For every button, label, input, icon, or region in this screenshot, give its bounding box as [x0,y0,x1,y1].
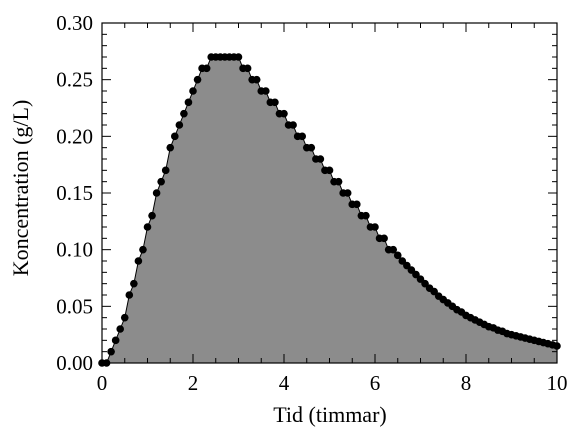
marker-layer [98,53,561,367]
data-point [193,75,202,84]
data-point [157,177,165,186]
concentration-area [102,56,558,364]
data-point [262,87,270,95]
data-point [380,234,388,243]
y-tick-label: 0.10 [56,238,93,262]
tick-layer: 0 2 4 6 8 10 0.00 0.05 0.10 0.15 0.20 0.25 0.30 [56,11,567,395]
data-point [180,109,188,118]
y-tick-label: 0.20 [56,124,93,148]
data-point [161,166,170,175]
data-point [298,132,307,141]
data-point [362,211,370,220]
x-tick-label: 4 [279,371,290,395]
x-tick-label: 8 [461,371,472,395]
y-tick-label: 0.15 [56,181,93,205]
data-point [393,251,402,260]
data-point [280,109,288,118]
data-point [389,245,398,254]
data-point [353,200,361,209]
data-point [139,245,147,254]
area-layer [102,56,558,364]
data-point [334,177,343,186]
data-point [175,121,184,129]
data-point [134,257,143,265]
data-point [143,223,152,231]
x-tick-label: 2 [188,371,199,395]
data-point [234,53,243,61]
data-point [289,121,297,129]
x-tick-label: 0 [97,371,108,395]
y-tick-label: 0.00 [56,351,93,375]
data-point [243,64,252,73]
data-point [152,189,161,197]
data-point [130,279,138,288]
y-tick-label: 0.30 [56,11,93,35]
y-axis-label: Koncentration (g/L) [8,100,33,277]
axis-layer [101,22,558,364]
x-tick-label: 6 [370,371,381,395]
data-point [189,87,197,95]
data-point [325,166,334,175]
data-point [148,211,156,220]
data-point [271,98,279,107]
data-point [307,143,316,152]
y-tick-label: 0.05 [56,294,93,318]
data-point [184,98,193,107]
x-tick-label: 10 [547,371,568,395]
data-point [202,64,211,73]
data-point [343,189,352,197]
x-axis-label: Tid (timmar) [273,402,386,427]
data-point [107,347,115,356]
data-point [252,75,261,84]
data-point [111,336,120,345]
data-point [171,132,179,141]
data-point [316,155,325,163]
data-point [120,313,129,322]
y-tick-label: 0.25 [56,68,93,92]
data-point [125,291,134,299]
data-point [116,325,124,333]
data-point [371,223,379,231]
data-point [166,143,175,152]
